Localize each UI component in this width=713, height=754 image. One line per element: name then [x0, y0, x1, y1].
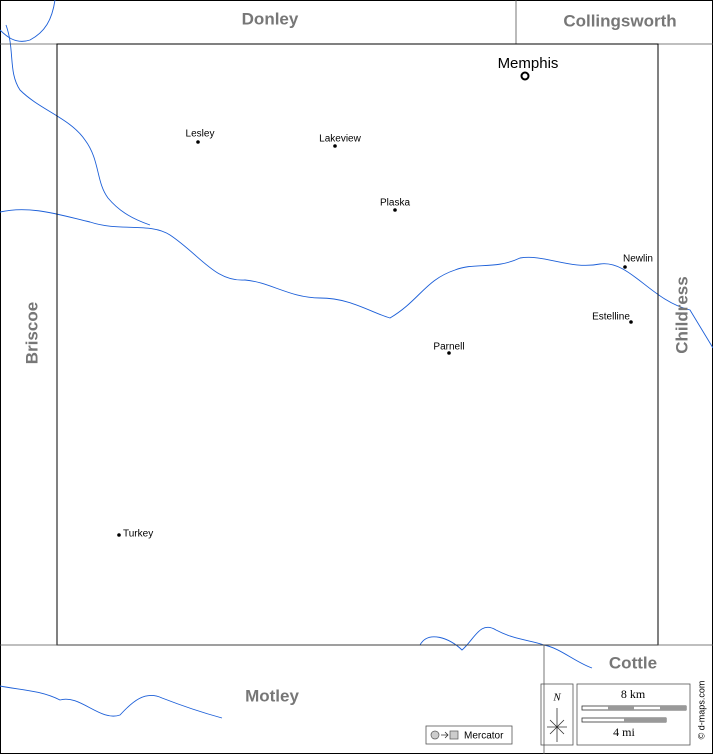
north-box [540, 683, 574, 746]
river [5, 24, 151, 226]
county-label: Motley [245, 686, 299, 705]
town-label: Newlin [623, 254, 653, 265]
town-label: Lakeview [319, 134, 361, 145]
river [0, 685, 223, 719]
projection-icon [430, 730, 440, 740]
scale-box [576, 683, 691, 746]
county-label: Cottle [609, 653, 657, 672]
town-label: Estelline [592, 312, 630, 323]
town-marker [447, 351, 451, 355]
capital-marker [520, 71, 530, 81]
town-marker [393, 208, 397, 212]
legend: N 8 km 4 mi Mercator © d-maps.com [425, 681, 706, 746]
capital-label: Memphis [498, 55, 559, 72]
projection-box [425, 725, 513, 745]
projection-label: Mercator [464, 731, 504, 742]
town-label: Parnell [433, 342, 464, 353]
county-label: Collingsworth [563, 11, 676, 30]
projection-icon [449, 730, 459, 740]
town-label: Plaska [380, 198, 410, 209]
projection-icon [441, 731, 449, 739]
town-label: Turkey [123, 529, 153, 540]
scale-bar [624, 718, 666, 722]
county-label: Donley [242, 9, 299, 28]
county-label: Childress [672, 276, 691, 353]
credit: © d-maps.com [696, 681, 706, 740]
town-marker [196, 140, 200, 144]
river [0, 0, 56, 42]
river [0, 209, 713, 349]
town-marker [333, 144, 337, 148]
county-label: Briscoe [22, 302, 41, 364]
rivers [0, 0, 713, 719]
towns: Lesley Lakeview Plaska Newlin Estelline Parne… [117, 129, 653, 540]
scale-label: 4 mi [613, 725, 635, 739]
scale-label: 8 km [621, 687, 646, 701]
town-label: Lesley [186, 129, 215, 140]
town-marker [623, 265, 627, 269]
river [419, 627, 593, 669]
scale-bar [660, 706, 686, 710]
town-marker [117, 533, 121, 537]
compass [547, 708, 567, 742]
north-label: N [552, 692, 561, 704]
scale-bar [608, 706, 634, 710]
town-marker [629, 320, 633, 324]
